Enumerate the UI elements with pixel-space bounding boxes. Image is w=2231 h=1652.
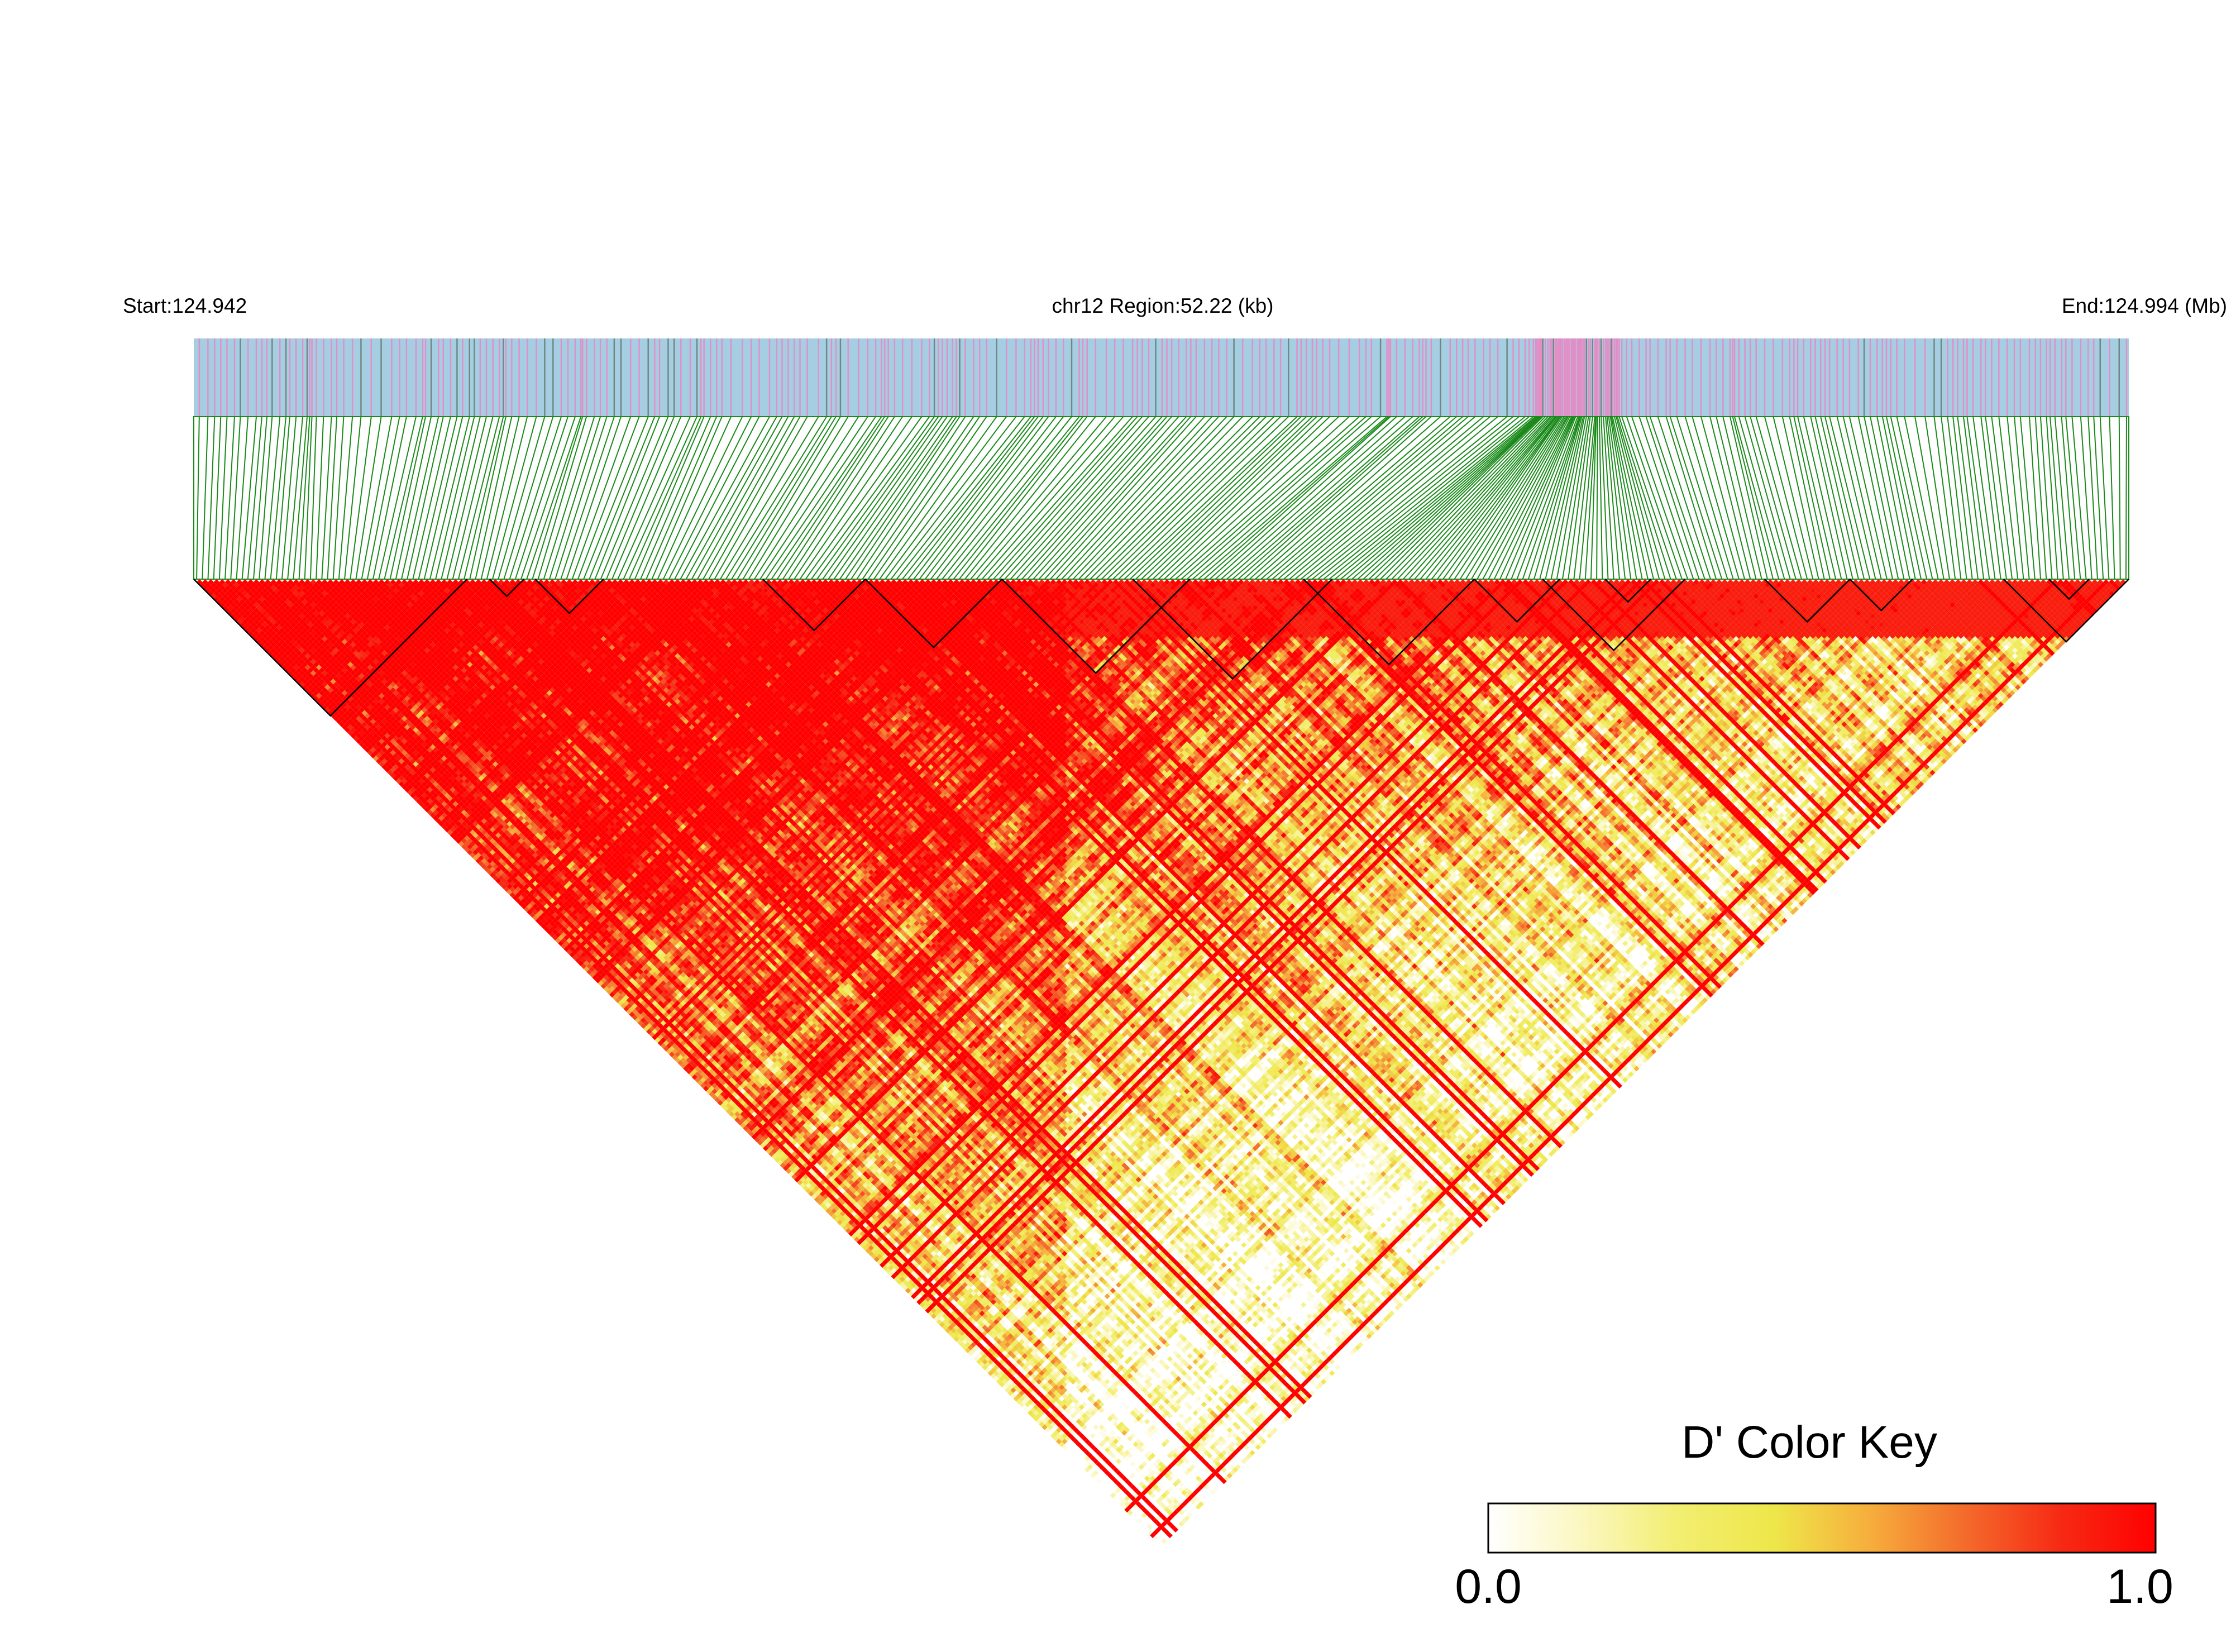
snp-connector xyxy=(362,417,392,579)
snp-connector xyxy=(2119,417,2120,579)
snp-connector xyxy=(441,417,480,579)
snp-connector xyxy=(493,417,536,579)
snp-connector xyxy=(937,417,1063,579)
snp-connector xyxy=(236,417,248,579)
snp-connector xyxy=(259,417,272,579)
snp-connector xyxy=(515,417,568,579)
snp-connector xyxy=(1090,417,1253,579)
snp-connector xyxy=(1964,417,1984,579)
snp-connector xyxy=(1392,417,1548,579)
snp-connector xyxy=(2088,417,2098,579)
snp-connector xyxy=(1947,417,1966,579)
ld-triangle-heatmap xyxy=(197,579,2126,1547)
snp-connector xyxy=(595,417,660,579)
snp-connector xyxy=(2041,417,2052,579)
snp-connector xyxy=(897,417,1025,579)
snp-connector xyxy=(327,417,337,579)
snp-connector xyxy=(1723,417,1761,579)
snp-connector xyxy=(379,417,416,579)
snp-connector xyxy=(1967,417,1989,579)
snp-connector xyxy=(1062,417,1212,579)
snp-connector xyxy=(1821,417,1859,579)
snp-connector xyxy=(1187,417,1371,579)
snp-connector xyxy=(1611,417,1637,579)
snp-connector xyxy=(1957,417,1978,579)
snp-connector xyxy=(1591,417,1597,579)
snp-connector xyxy=(1816,417,1853,579)
snp-connector xyxy=(1363,417,1540,579)
snp-connector xyxy=(1472,417,1567,579)
snp-connector xyxy=(1010,417,1155,579)
snp-connector xyxy=(817,417,934,579)
snp-connector xyxy=(1597,417,1598,579)
snp-connector xyxy=(806,417,922,579)
snp-connector xyxy=(367,417,400,579)
snp-connector xyxy=(464,417,503,579)
snp-connector xyxy=(2126,417,2127,579)
snp-connector xyxy=(845,417,957,579)
snp-connector xyxy=(1232,417,1420,579)
snp-connector xyxy=(333,417,344,579)
snp-connector xyxy=(242,417,256,579)
snp-connector xyxy=(1005,417,1149,579)
snp-connector xyxy=(214,417,221,579)
snp-connector xyxy=(2036,417,2046,579)
snp-connector xyxy=(1701,417,1745,579)
region-start-label: Start:124.942 xyxy=(123,294,247,317)
snp-connector xyxy=(2020,417,2035,579)
snp-connector xyxy=(219,417,227,579)
snp-position-track xyxy=(194,338,2129,417)
snp-connector xyxy=(2029,417,2041,579)
snp-connector xyxy=(430,417,470,579)
snp-connector xyxy=(840,417,953,579)
snp-connector xyxy=(914,417,1038,579)
snp-connector xyxy=(413,417,451,579)
snp-connector xyxy=(1794,417,1830,579)
snp-connector xyxy=(231,417,240,579)
snp-connector xyxy=(1261,417,1450,579)
snp-connector xyxy=(954,417,1083,579)
snp-connector xyxy=(202,417,208,579)
snp-connector xyxy=(1397,417,1550,579)
snp-connector xyxy=(1953,417,1972,579)
snp-connector xyxy=(1050,417,1196,579)
snp-connector xyxy=(1045,417,1191,579)
snp-connector xyxy=(1825,417,1864,579)
snp-connector xyxy=(2081,417,2092,579)
snp-connector xyxy=(197,417,199,579)
snp-connector xyxy=(1798,417,1836,579)
snp-connector xyxy=(1574,417,1592,579)
region-end-label: End:124.994 (Mb) xyxy=(2062,294,2227,317)
snp-connector xyxy=(885,417,1006,579)
snp-connector xyxy=(2072,417,2086,579)
snp-connector xyxy=(692,417,782,579)
snp-connector xyxy=(208,417,214,579)
snp-connector xyxy=(424,417,463,579)
snp-connector xyxy=(1056,417,1205,579)
snp-connector xyxy=(339,417,352,579)
snp-connector xyxy=(2014,417,2029,579)
snp-connector xyxy=(1632,417,1688,579)
snp-connector xyxy=(1810,417,1847,579)
snp-connector xyxy=(436,417,474,579)
snp-connector xyxy=(225,417,235,579)
snp-connector xyxy=(316,417,323,579)
snp-connector xyxy=(521,417,575,579)
snp-connector xyxy=(322,417,331,579)
snp-connector xyxy=(1181,417,1366,579)
snp-connector-lines xyxy=(194,417,2129,579)
snp-track-background xyxy=(194,338,2129,417)
region-title: chr12 Region:52.22 (kb) xyxy=(1052,294,1274,317)
snp-connector xyxy=(1886,417,1921,579)
snp-connector xyxy=(618,417,690,579)
snp-connector xyxy=(345,417,361,579)
snp-connector xyxy=(1915,417,1944,579)
snp-connector xyxy=(1897,417,1933,579)
snp-connector xyxy=(794,417,902,579)
snp-connector xyxy=(2109,417,2114,579)
snp-connector xyxy=(1985,417,2007,579)
